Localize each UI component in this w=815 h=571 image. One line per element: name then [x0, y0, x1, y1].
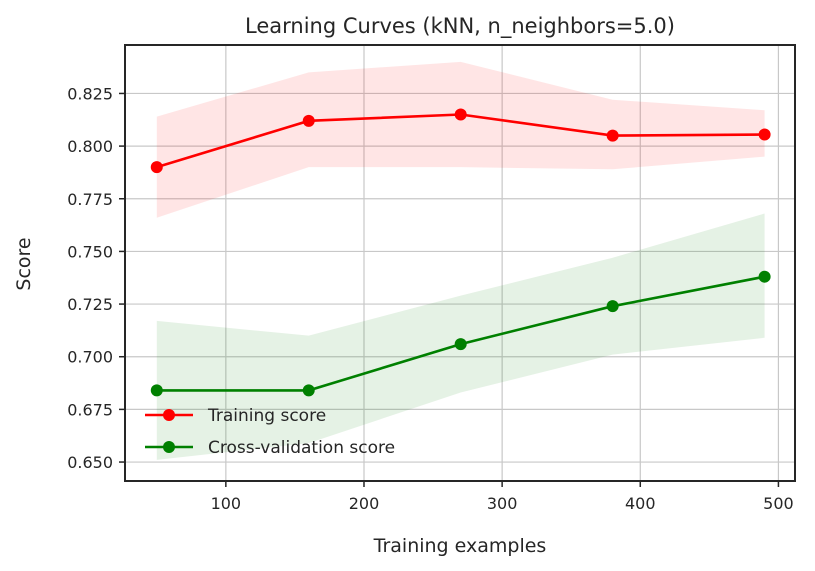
x-tick-label: 500 — [763, 494, 794, 513]
training-score-point — [150, 161, 163, 174]
x-axis-label: Training examples — [373, 535, 547, 557]
chart-title: Learning Curves (kNN, n_neighbors=5.0) — [245, 14, 675, 39]
training-score-point — [606, 129, 619, 142]
y-axis-ticks: 0.650 0.675 0.700 0.725 0.750 0.775 0.800 0.825 — [67, 84, 125, 472]
x-tick-label: 100 — [211, 494, 242, 513]
cross-validation-score-point — [150, 384, 163, 397]
x-axis-ticks: 100 200 300 400 500 — [211, 481, 794, 513]
x-tick-label: 200 — [349, 494, 380, 513]
y-tick-label: 0.725 — [67, 295, 113, 314]
y-tick-label: 0.775 — [67, 190, 113, 209]
series-points — [150, 108, 771, 397]
legend-training-marker — [163, 409, 175, 421]
x-tick-label: 300 — [487, 494, 518, 513]
plot-frame — [124, 44, 796, 482]
legend: Training score Cross-validation score — [145, 406, 395, 458]
training-score-point — [302, 114, 315, 127]
confidence-bands — [156, 61, 765, 460]
cross-validation-score-point — [606, 300, 619, 313]
legend-training-label: Training score — [207, 406, 326, 426]
legend-cross-validation-label: Cross-validation score — [208, 438, 395, 458]
y-tick-label: 0.750 — [67, 242, 113, 261]
y-tick-label: 0.825 — [67, 84, 113, 103]
y-tick-label: 0.650 — [67, 453, 113, 472]
y-tick-label: 0.700 — [67, 348, 113, 367]
y-axis-label: Score — [13, 237, 35, 290]
grid-lines — [125, 45, 795, 481]
training-score-band — [156, 61, 765, 218]
training-score-point — [758, 128, 771, 141]
cross-validation-score-band — [156, 213, 765, 460]
cross-validation-score-point — [302, 384, 315, 397]
legend-cross-validation-marker — [163, 441, 175, 453]
cross-validation-score-point — [758, 270, 771, 283]
y-tick-label: 0.800 — [67, 137, 113, 156]
y-tick-label: 0.675 — [67, 400, 113, 419]
training-score-point — [454, 108, 467, 121]
cross-validation-score-point — [454, 338, 467, 351]
x-tick-label: 400 — [625, 494, 656, 513]
